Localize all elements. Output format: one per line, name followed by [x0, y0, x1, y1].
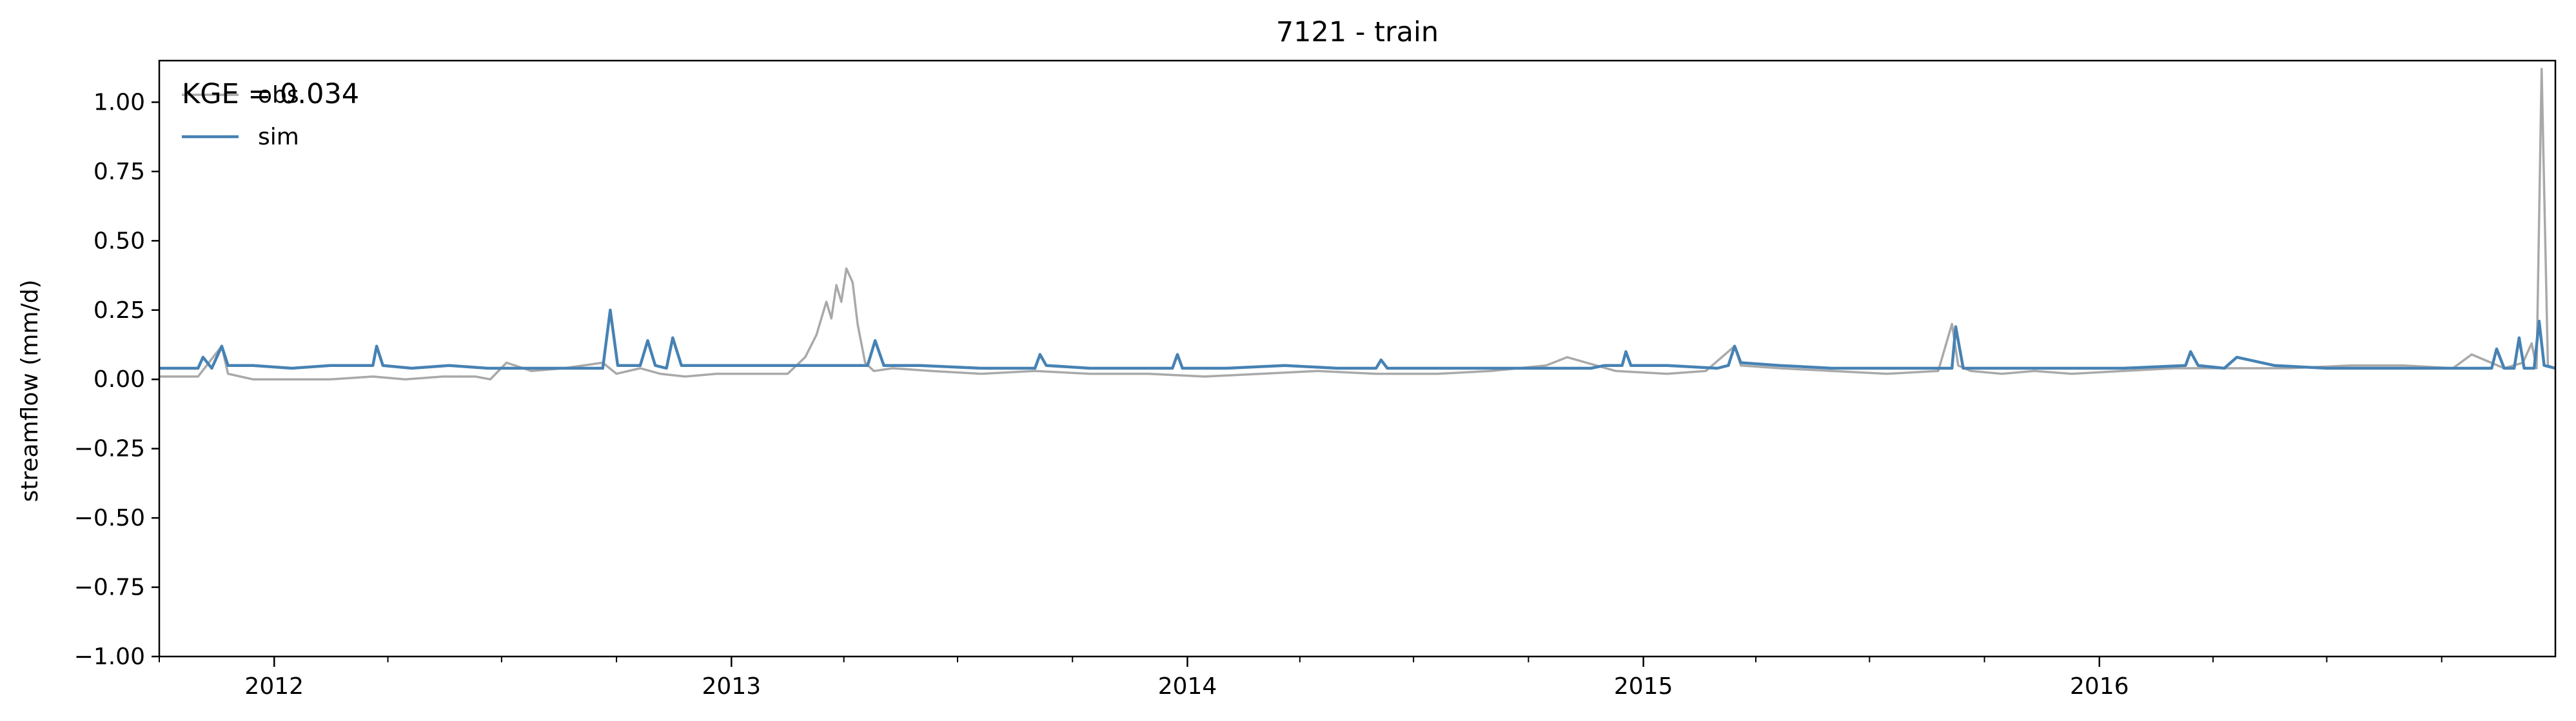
legend: obs sim [182, 82, 299, 150]
x-tick-label: 2012 [244, 673, 304, 700]
x-axis: 2012 2013 2014 2015 2016 [159, 657, 2443, 700]
plot-frame [158, 59, 2557, 658]
y-tick-label: −0.25 [74, 436, 145, 462]
y-axis: −1.00 −0.75 −0.50 −0.25 0.00 0.25 0.50 0.75 1.00 [74, 89, 159, 670]
plot-area [158, 59, 2557, 658]
x-tick-label: 2016 [2070, 673, 2129, 700]
kge-annotation: KGE = 0.034 [182, 78, 359, 110]
y-tick-label: 0.25 [93, 297, 145, 324]
y-tick-label: 0.50 [93, 228, 145, 254]
y-tick-label: 0.00 [93, 366, 145, 393]
y-tick-label: −0.50 [74, 505, 145, 531]
y-tick-label: 0.75 [93, 159, 145, 185]
legend-label-sim: sim [258, 124, 299, 150]
y-tick-label: −0.75 [74, 575, 145, 601]
x-tick-label: 2015 [1614, 673, 1673, 700]
series-line-sim [159, 308, 2556, 370]
legend-label-obs: obs [258, 82, 299, 108]
x-tick-label: 2013 [702, 673, 762, 700]
y-axis-label: streamflow (mm/d) [17, 280, 43, 502]
y-tick-label: 1.00 [93, 89, 145, 115]
x-tick-label: 2014 [1158, 673, 1217, 700]
chart-title: 7121 - train [1276, 16, 1439, 48]
y-tick-label: −1.00 [74, 644, 145, 670]
